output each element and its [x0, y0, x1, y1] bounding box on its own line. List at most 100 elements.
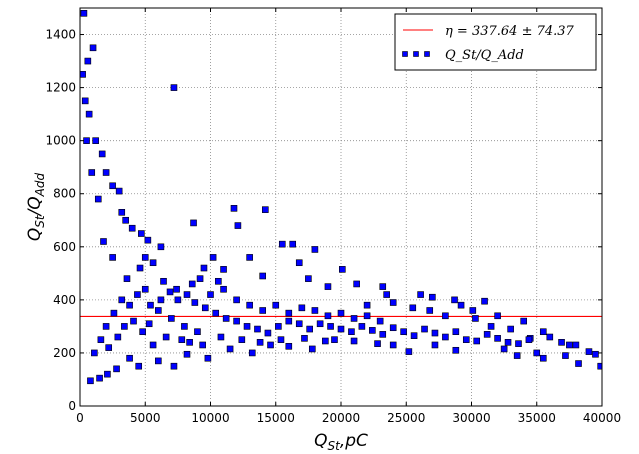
x-tick-label-6: 30000	[452, 411, 490, 425]
data-point-113	[285, 317, 293, 325]
data-point-77	[80, 10, 88, 17]
data-point-153	[363, 312, 371, 320]
data-point-53	[452, 346, 460, 354]
data-point-167	[91, 349, 98, 357]
data-point-54	[431, 341, 439, 349]
data-point-184	[322, 337, 329, 345]
data-point-39	[546, 333, 554, 341]
data-point-139	[181, 323, 188, 330]
data-point-64	[226, 345, 234, 353]
data-point-173	[139, 328, 146, 336]
data-point-42	[566, 341, 573, 349]
data-point-165	[196, 275, 204, 282]
legend-marker-2	[424, 51, 430, 57]
legend-marker-swatch	[402, 51, 430, 57]
data-point-104	[191, 299, 199, 306]
data-point-138	[168, 315, 175, 322]
y-tick-label-6: 1200	[45, 81, 76, 95]
data-point-108	[233, 317, 240, 325]
data-point-134	[504, 339, 512, 346]
data-point-44	[585, 348, 593, 355]
y-tick-label-2: 400	[53, 293, 76, 307]
data-point-87	[128, 224, 136, 232]
data-point-137	[155, 307, 162, 314]
data-point-143	[233, 296, 240, 304]
data-point-182	[277, 336, 285, 343]
data-point-58	[350, 337, 358, 345]
legend-marker-1	[413, 51, 419, 57]
data-point-59	[331, 336, 338, 343]
data-point-89	[141, 254, 149, 261]
data-point-142	[220, 285, 227, 293]
data-point-102	[174, 296, 182, 304]
data-point-154	[376, 317, 384, 325]
data-point-114	[295, 320, 303, 328]
data-point-181	[256, 339, 264, 346]
data-point-85	[118, 209, 126, 216]
y-axis-label: QSt/QAdd	[25, 172, 47, 241]
data-point-176	[178, 336, 186, 343]
data-point-14	[220, 266, 227, 273]
data-point-2	[262, 206, 269, 213]
data-point-155	[102, 323, 110, 330]
data-point-9	[311, 246, 319, 253]
data-point-152	[350, 315, 358, 322]
data-point-177	[186, 339, 193, 346]
x-tick-label-3: 15000	[257, 411, 295, 425]
data-point-95	[94, 195, 102, 203]
data-point-67	[170, 362, 178, 370]
data-point-10	[209, 254, 217, 261]
data-point-71	[135, 362, 143, 370]
data-point-81	[98, 150, 106, 158]
data-point-172	[130, 317, 137, 325]
data-point-80	[92, 137, 99, 144]
data-point-50	[597, 362, 602, 370]
data-point-60	[308, 345, 316, 353]
data-point-55	[405, 348, 413, 355]
data-point-47	[562, 352, 569, 359]
x-tick-label-7: 35000	[518, 411, 556, 425]
data-point-159	[134, 291, 141, 298]
x-tick-label-2: 10000	[191, 411, 229, 425]
data-point-115	[306, 325, 313, 333]
data-point-86	[122, 216, 129, 224]
legend-box	[394, 13, 597, 71]
data-point-122	[379, 331, 387, 338]
data-point-116	[316, 320, 324, 328]
data-point-56	[389, 341, 397, 349]
data-point-124	[400, 328, 407, 336]
data-point-8	[289, 240, 297, 248]
data-point-41	[558, 339, 565, 346]
data-point-51	[533, 349, 541, 357]
data-point-12	[295, 259, 303, 267]
data-point-38	[539, 328, 547, 336]
data-point-35	[487, 323, 495, 330]
data-point-128	[442, 333, 449, 341]
data-point-23	[429, 293, 436, 301]
data-point-25	[457, 301, 465, 309]
data-point-7	[278, 240, 286, 248]
data-point-120	[358, 323, 366, 330]
data-point-162	[157, 296, 165, 304]
data-point-107	[222, 315, 230, 322]
data-point-126	[421, 325, 428, 333]
data-point-33	[472, 315, 479, 322]
data-point-119	[348, 328, 355, 336]
data-point-63	[248, 349, 256, 357]
data-point-82	[102, 169, 110, 176]
data-point-97	[83, 137, 90, 144]
data-point-3	[190, 219, 197, 227]
data-point-103	[183, 291, 191, 298]
data-point-125	[410, 332, 418, 339]
data-point-161	[147, 301, 154, 309]
data-point-117	[327, 323, 334, 330]
data-point-171	[121, 323, 128, 330]
data-point-96	[88, 169, 96, 176]
data-point-136	[525, 336, 533, 343]
data-point-43	[572, 341, 580, 349]
data-point-45	[592, 350, 599, 358]
data-point-132	[483, 331, 491, 338]
data-points	[80, 10, 602, 385]
y-axis-ticks: 0 200 400 600 800 1000 1200 1400	[45, 28, 602, 413]
x-axis-ticks: 0 5000 10000 15000 20000 25000 30000 35000 40000	[76, 8, 621, 425]
